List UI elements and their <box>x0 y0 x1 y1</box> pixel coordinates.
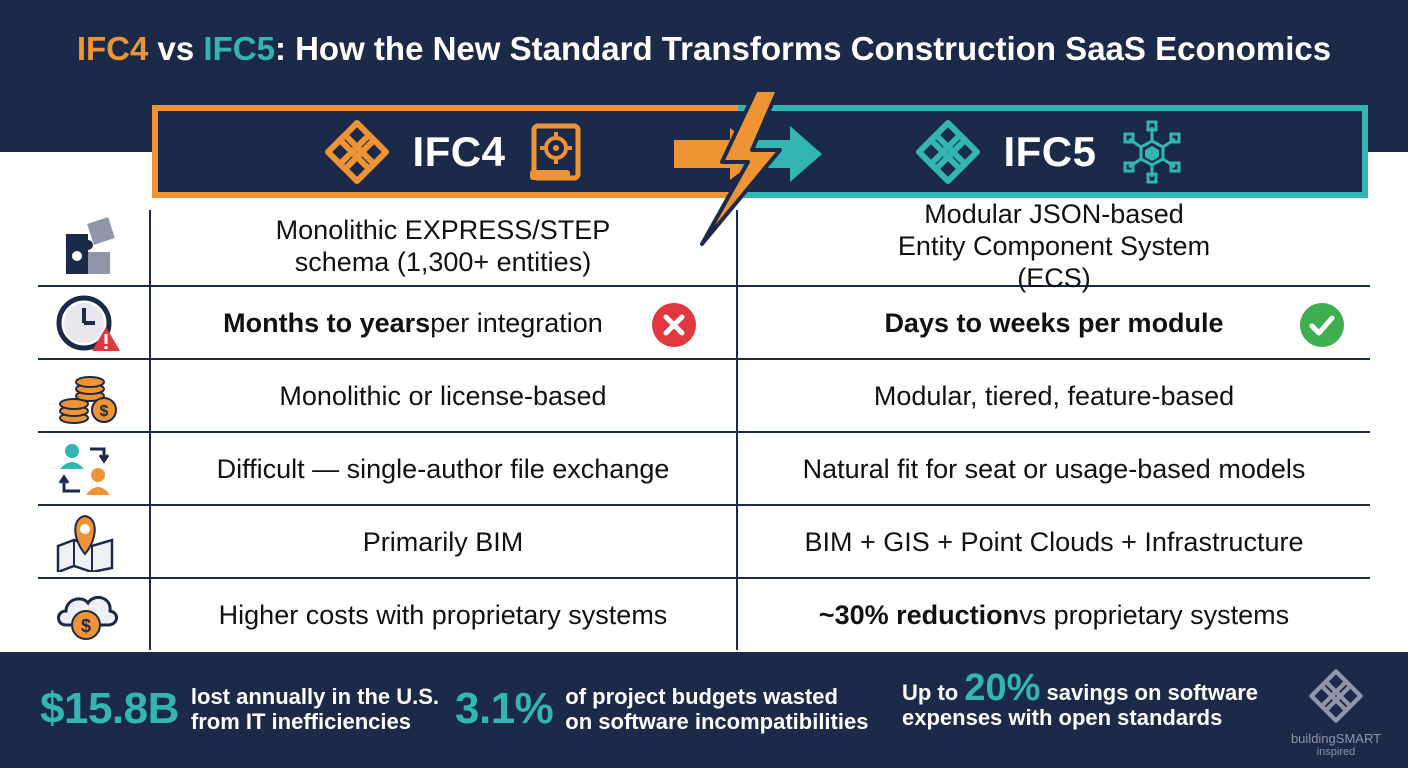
svg-text:$: $ <box>81 616 91 636</box>
comparison-row-integration: Months to years per integration Days to … <box>38 287 1370 359</box>
ifc4-label: IFC4 <box>412 127 506 175</box>
ifc-knot-icon <box>916 119 981 184</box>
ifc4-pricing-text: Monolithic or license-based <box>279 381 607 411</box>
comparison-row-cost: $ Higher costs with proprietary systems … <box>38 579 1370 651</box>
statistics-footer <box>0 652 1408 768</box>
ifc4-schema-text: Monolithic EXPRESS/STEP schema (1,300+ e… <box>275 215 611 277</box>
stat-value: 20% <box>964 667 1041 709</box>
ifc4-collaboration-text: Difficult — single-author file exchange <box>216 454 670 484</box>
buildingsmart-logo: buildingSMART inspired <box>1280 668 1392 760</box>
ifc4-integration-text: Months to years per integration <box>223 308 603 338</box>
page-title: IFC4 vs IFC5: How the New Standard Trans… <box>0 30 1408 68</box>
column-divider-center <box>736 210 738 650</box>
stat-caption: lost annually in the U.S. from IT ineffic… <box>190 684 440 734</box>
ifc4-cost-text: Higher costs with proprietary systems <box>218 600 668 630</box>
title-vs: vs <box>148 30 204 67</box>
ifc-knot-icon <box>325 119 390 184</box>
cloud-dollar-icon: $ <box>57 595 118 640</box>
title-rest: : How the New Standard Transforms Constr… <box>274 30 1332 67</box>
ifc5-pricing-text: Modular, tiered, feature-based <box>873 381 1235 411</box>
ifc5-collaboration-text: Natural fit for seat or usage-based mode… <box>802 454 1306 484</box>
stat-budget-waste: 3.1% of project budgets wasted on softwar… <box>455 684 868 734</box>
row-divider <box>38 285 1370 287</box>
lightning-arrow-icon <box>674 88 822 246</box>
x-icon <box>652 303 696 347</box>
puzzle-icon <box>66 217 115 274</box>
document-gear-icon <box>529 123 580 180</box>
stat-value: $15.8B <box>40 684 179 733</box>
column-divider-left <box>149 210 151 650</box>
row-divider <box>38 431 1370 433</box>
users-exchange-icon <box>58 444 110 495</box>
ifc5-integration-text: Days to weeks per module <box>884 308 1224 338</box>
title-ifc4: IFC4 <box>76 30 149 67</box>
buildingsmart-knot-icon <box>1309 669 1363 723</box>
stat-caption: of project budgets wasted on software inc… <box>565 684 869 734</box>
ifc5-scope-text: BIM + GIS + Point Clouds + Infrastructur… <box>804 527 1304 557</box>
stat-value: 3.1% <box>455 684 554 733</box>
row-divider <box>38 577 1370 579</box>
comparison-row-pricing: $ Monolithic or license-based Modular, t… <box>38 360 1370 432</box>
svg-text:$: $ <box>100 403 109 420</box>
logo-brand-text: buildingSMART <box>1290 731 1382 746</box>
ifc5-label: IFC5 <box>1003 127 1097 175</box>
clock-warning-icon <box>56 295 120 351</box>
ifc5-schema-text: Modular JSON-based Entity Component Syst… <box>897 199 1211 293</box>
comparison-row-scope: Primarily BIM BIM + GIS + Point Clouds +… <box>38 506 1370 578</box>
comparison-row-collaboration: Difficult — single-author file exchange … <box>38 433 1370 505</box>
stat-software-savings: Up to 20% savings on software expenses wi… <box>902 667 1259 730</box>
logo-sub-text: inspired <box>1316 746 1356 758</box>
title-ifc5: IFC5 <box>203 30 275 67</box>
check-icon <box>1300 303 1344 347</box>
row-divider <box>38 358 1370 360</box>
map-pin-icon <box>56 514 114 572</box>
comparison-row-schema: Monolithic EXPRESS/STEP schema (1,300+ e… <box>38 199 1370 293</box>
ifc5-cost-text: ~30% reduction vs proprietary systems <box>818 600 1290 630</box>
network-cube-icon <box>1123 120 1180 183</box>
ifc5-header-banner: IFC5 <box>738 105 1368 198</box>
coins-icon: $ <box>59 376 117 424</box>
stat-it-inefficiencies: $15.8B lost annually in the U.S. from IT … <box>40 684 439 734</box>
ifc4-header-banner: IFC4 <box>152 105 752 198</box>
row-divider <box>38 504 1370 506</box>
ifc4-scope-text: Primarily BIM <box>362 527 524 557</box>
